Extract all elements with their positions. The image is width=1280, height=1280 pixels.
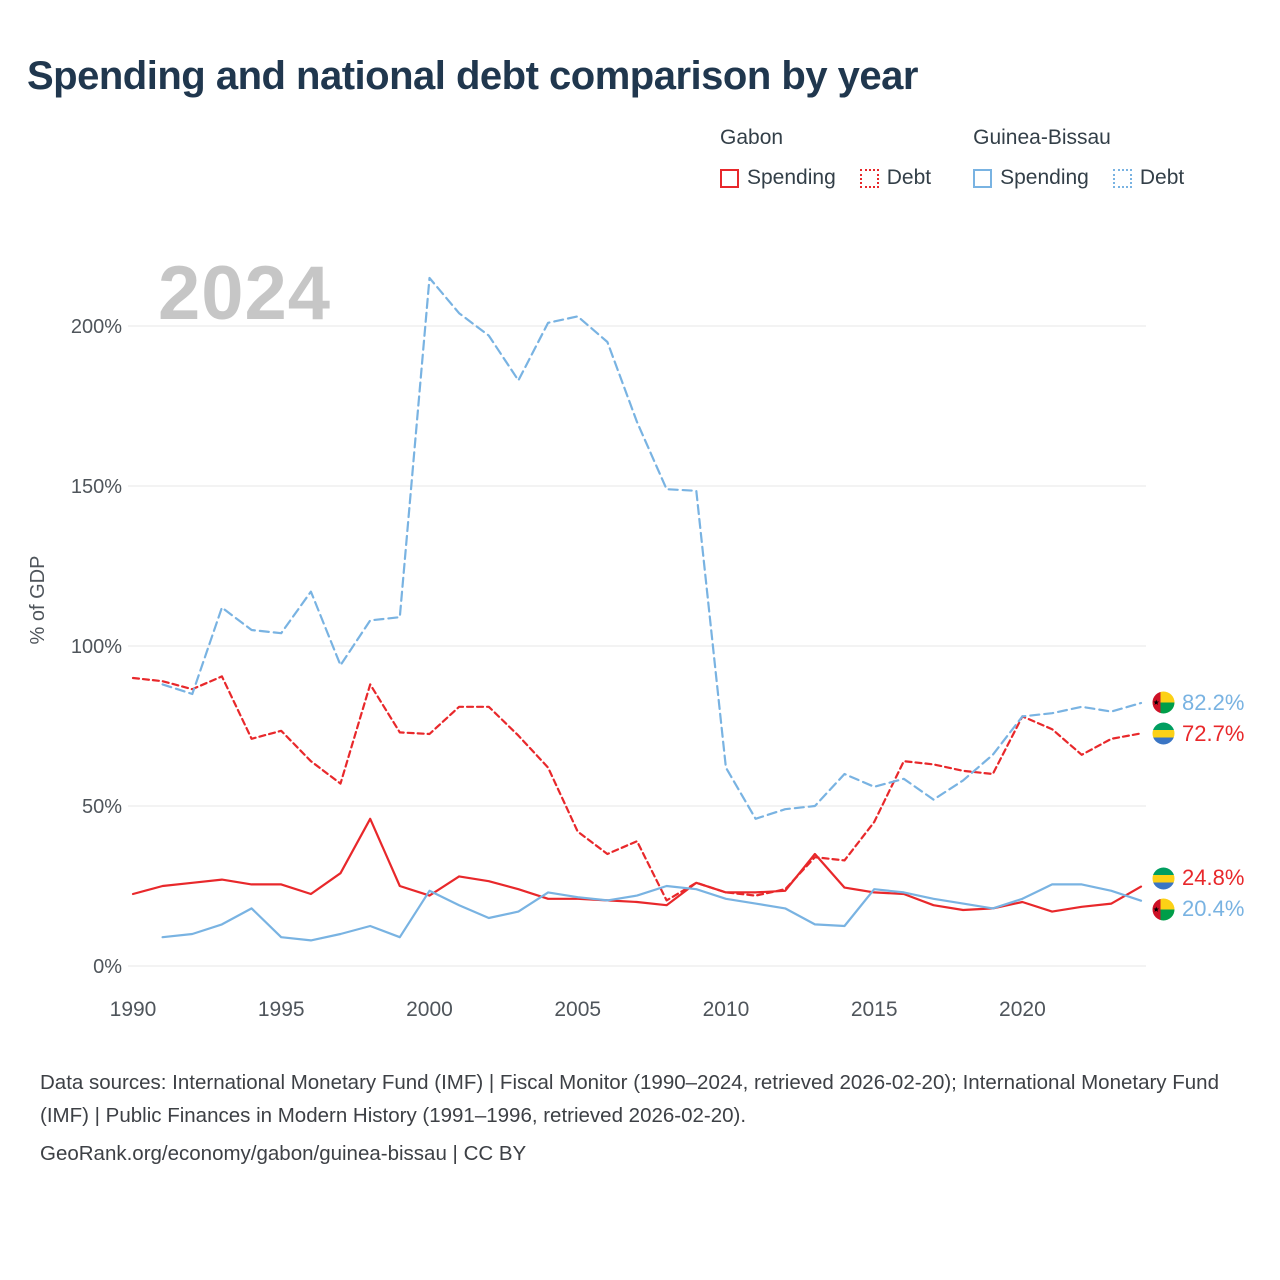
legend-item-gabon-debt[interactable]: Debt (859, 166, 932, 190)
legend-label: Spending (747, 166, 836, 189)
end-label-72.7%: 72.7% (1152, 721, 1244, 747)
legend-group-gabon: Gabon Spending Debt (720, 126, 931, 190)
legend-item-guinea-bissau-spending[interactable]: Spending (973, 166, 1089, 190)
gabon-debt-swatch-icon (859, 168, 879, 188)
attribution-text: GeoRank.org/economy/gabon/guinea-bissau … (40, 1142, 527, 1166)
legend-item-guinea-bissau-debt[interactable]: Debt (1112, 166, 1185, 190)
guinea-bissau-flag-icon (1152, 898, 1175, 921)
page-title: Spending and national debt comparison by… (27, 54, 918, 98)
svg-text:0%: 0% (93, 956, 122, 978)
end-label-20.4%: 20.4% (1152, 896, 1244, 922)
guinea-bissau-spending-swatch-icon (973, 168, 993, 188)
watermark-year: 2024 (158, 251, 332, 336)
end-label-value: 24.8% (1182, 865, 1245, 891)
end-label-value: 72.7% (1182, 720, 1245, 746)
end-label-value: 82.2% (1182, 689, 1245, 715)
svg-text:2020: 2020 (999, 998, 1046, 1021)
svg-text:1990: 1990 (110, 998, 157, 1021)
end-label-24.8%: 24.8% (1152, 865, 1244, 891)
legend-group-guinea-bissau: Guinea-Bissau Spending Debt (973, 126, 1184, 190)
end-label-82.2%: 82.2% (1152, 690, 1244, 716)
gabon-spending-swatch-icon (720, 168, 739, 188)
data-sources-text: Data sources: International Monetary Fun… (40, 1071, 1219, 1128)
gabon-flag-icon (1152, 722, 1175, 745)
legend-country-guinea-bissau: Guinea-Bissau (973, 126, 1111, 149)
legend-label: Debt (1139, 166, 1185, 189)
svg-text:2015: 2015 (851, 998, 898, 1021)
legend-label: Spending (1000, 166, 1089, 189)
footer: Data sources: International Monetary Fun… (40, 1066, 1246, 1176)
legend-item-gabon-spending[interactable]: Spending (720, 166, 836, 190)
gabon-flag-icon (1152, 867, 1175, 890)
guinea-bissau-flag-icon (1152, 691, 1175, 714)
svg-text:200%: 200% (71, 316, 122, 338)
svg-text:150%: 150% (71, 476, 122, 498)
svg-text:% of GDP: % of GDP (27, 556, 49, 645)
svg-text:100%: 100% (71, 636, 122, 658)
svg-text:2010: 2010 (703, 998, 750, 1021)
legend-label: Debt (886, 166, 932, 189)
line-chart: 0% 50% 100% 150% 200% 1990 1995 2000 2005 2010 201… (27, 276, 1146, 1021)
svg-text:50%: 50% (82, 796, 122, 818)
legend-country-gabon: Gabon (720, 126, 784, 149)
guinea-bissau-debt-swatch-icon (1112, 168, 1132, 188)
svg-text:2000: 2000 (406, 998, 453, 1021)
legend: Gabon Spending Debt Guinea-Bissau Spendi… (720, 126, 1184, 190)
svg-text:1995: 1995 (258, 998, 305, 1021)
end-label-value: 20.4% (1182, 896, 1245, 922)
svg-text:2005: 2005 (554, 998, 601, 1021)
